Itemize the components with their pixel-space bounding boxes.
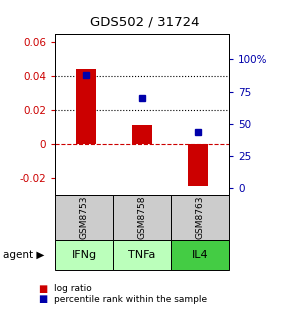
Text: ■: ■ — [38, 294, 47, 304]
Text: agent ▶: agent ▶ — [3, 250, 44, 260]
Text: ■: ■ — [38, 284, 47, 294]
Bar — [188, 144, 208, 186]
Text: GSM8758: GSM8758 — [137, 196, 147, 239]
Text: TNFa: TNFa — [128, 250, 156, 260]
Text: GDS502 / 31724: GDS502 / 31724 — [90, 15, 200, 28]
Text: GSM8763: GSM8763 — [195, 196, 205, 239]
Text: percentile rank within the sample: percentile rank within the sample — [54, 295, 207, 303]
Text: log ratio: log ratio — [54, 285, 91, 293]
Text: IFNg: IFNg — [72, 250, 97, 260]
Text: IL4: IL4 — [192, 250, 209, 260]
Bar — [132, 125, 152, 144]
Text: GSM8753: GSM8753 — [79, 196, 89, 239]
Bar — [76, 69, 96, 144]
